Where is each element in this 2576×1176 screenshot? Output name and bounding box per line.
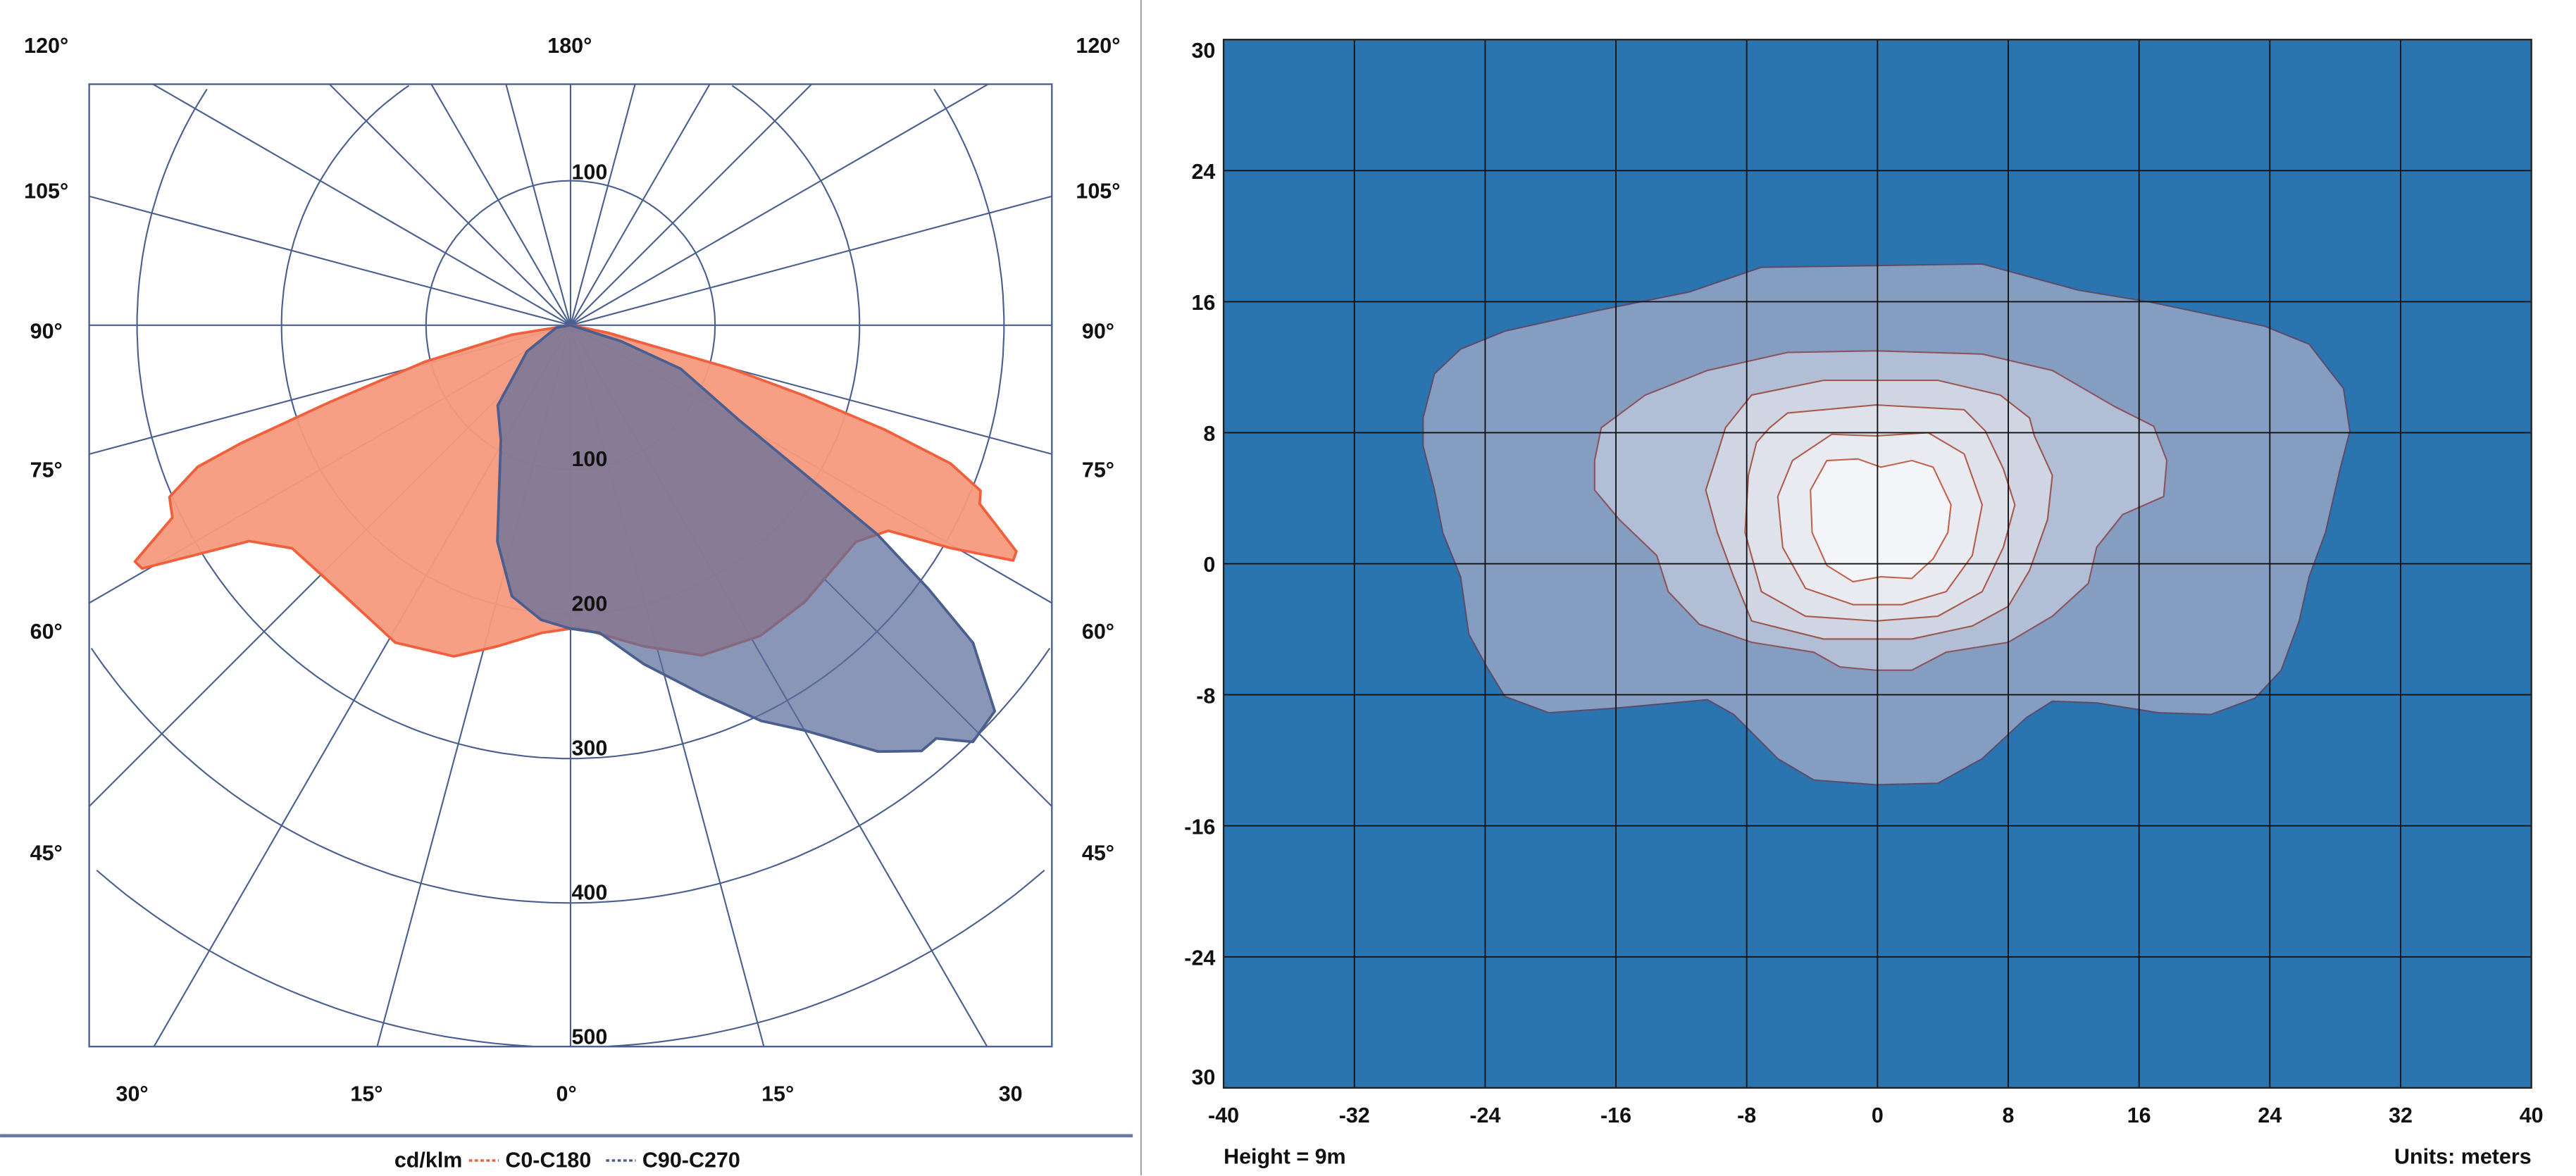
angle-label-top: 180° [547,34,592,58]
radial-tick-label: 200 [571,592,607,615]
radial-tick-label: 400 [571,881,607,905]
angle-label-top: 120° [24,34,68,58]
angle-label-right: 60° [1082,620,1114,644]
x-tick-label: -8 [1737,1103,1756,1127]
angle-label-left: 90° [30,320,63,344]
y-tick-label: -24 [1184,946,1215,970]
legend-label-c0-c180: C0-C180 [505,1148,591,1172]
y-tick-label: -8 [1196,684,1215,708]
angle-label-bottom: 30 [999,1082,1023,1106]
radial-tick-label: 100 [571,447,607,471]
angle-label-right: 45° [1082,841,1114,865]
x-tick-label: 8 [2003,1103,2015,1127]
angle-label-bottom: 15° [350,1082,382,1106]
angle-label-bottom: 0° [556,1082,577,1106]
y-tick-label: 0 [1203,553,1215,577]
y-tick-label: 16 [1191,291,1215,315]
isolux-contours [1422,263,2351,786]
angle-label-bottom: 30° [116,1082,149,1106]
y-tick-label: 30 [1191,1065,1215,1089]
x-tick-label: 32 [2389,1103,2413,1127]
polar-ring-200 [731,85,861,325]
isolux-axis-labels: -40 -32 -24 -16 -8 0 8 16 24 32 40 30 24 16 8 0 -8 -16 -24… [1184,39,2543,1127]
x-tick-label: 16 [2127,1103,2151,1127]
polar-intensity-chart: 100 100 200 300 400 500 120° 180° 120° 105° 90° 75°… [24,34,1120,1106]
x-tick-label: -32 [1339,1103,1370,1127]
angle-label-right: 90° [1082,320,1114,344]
polar-legend: cd/klm C0-C180 C90-C270 [394,1148,740,1172]
x-tick-label: 40 [2520,1103,2544,1127]
polar-ring-300 [933,89,1005,325]
radial-tick-label: 100 [571,160,607,184]
legend-unit: cd/klm [394,1148,463,1172]
angle-label-bottom: 15° [761,1082,794,1106]
y-tick-label: -16 [1184,815,1215,839]
radial-tick-label: 500 [571,1025,607,1049]
angle-label-right: 105° [1076,179,1120,203]
polar-labels: 100 100 200 300 400 500 120° 180° 120° 105° 90° 75°… [24,34,1120,1106]
polar-ring-300 [136,89,1005,760]
isolux-frame [1222,39,2532,1089]
polar-series [133,323,1018,753]
angle-label-left: 105° [24,179,68,203]
isolux-contour-level-6 [1810,458,1952,583]
angle-label-left: 75° [30,458,63,482]
y-tick-label: 8 [1203,422,1215,446]
x-tick-label: 24 [2258,1103,2282,1127]
x-tick-label: -24 [1469,1103,1500,1127]
legend-label-c90-c270: C90-C270 [642,1148,740,1172]
y-tick-label: 30 [1191,39,1215,63]
polar-ring-500 [608,870,1045,1048]
x-tick-label: 0 [1872,1103,1884,1127]
polar-series-c90-c270 [496,323,997,753]
angle-label-right: 75° [1082,458,1114,482]
radial-tick-label: 300 [571,736,607,760]
height-note: Height = 9m [1224,1145,1346,1169]
x-tick-label: -16 [1600,1103,1631,1127]
angle-label-left: 60° [30,620,63,644]
polar-frame [88,83,1053,1048]
y-tick-label: 24 [1191,160,1215,184]
isolux-chart: -40 -32 -24 -16 -8 0 8 16 24 32 40 30 24 16 8 0 -8 -16 -24… [1184,39,2543,1169]
angle-label-top: 120° [1076,34,1120,58]
angle-label-left: 45° [30,841,63,865]
polar-ring-500 [96,870,533,1048]
units-note: Units: meters [2394,1145,2532,1169]
isolux-grid [1224,39,2532,1088]
x-tick-label: -40 [1208,1103,1239,1127]
